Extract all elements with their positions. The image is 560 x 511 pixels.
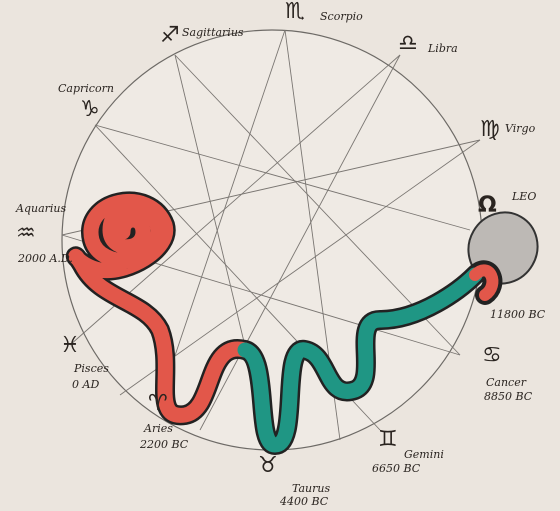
sign-name: Capricorn (58, 82, 114, 95)
zodiac-symbol: ♉ (258, 453, 278, 478)
sign-name: Virgo (505, 122, 536, 135)
zodiac-symbol: ♈ (148, 391, 168, 416)
sign-date: 8850 BC (484, 390, 533, 403)
sign-name: Pisces (73, 362, 109, 375)
zodiac-symbol: Ω (478, 193, 497, 218)
sign-name: Gemini (404, 448, 444, 461)
sign-name: Aries (143, 422, 173, 435)
sign-date: 6650 BC (372, 462, 421, 475)
sign-date: 11800 BC (490, 308, 546, 321)
sign-name: Cancer (486, 376, 527, 389)
zodiac-symbol: ♐ (160, 23, 180, 48)
sign-date: 2200 BC (139, 438, 189, 451)
zodiac-symbol: ♒ (16, 221, 36, 246)
zodiac-symbol: ♓ (60, 333, 80, 358)
sign-date: 2000 A.D. (17, 252, 73, 265)
sign-date: 0 AD (72, 378, 99, 391)
zodiac-symbol: ♎ (398, 31, 418, 56)
zodiac-symbol: ♊ (378, 427, 398, 452)
zodiac-symbol: ♍ (480, 117, 500, 142)
zodiac-symbol: ♏ (285, 0, 305, 24)
sign-name: Taurus (292, 482, 330, 495)
sign-name: Aquarius (15, 202, 66, 215)
sign-name: Libra (427, 42, 458, 55)
sign-name: Sagittarius (182, 26, 244, 39)
zodiac-symbol: ♑ (80, 97, 100, 122)
sign-name: LEO (511, 190, 536, 203)
diagram: ♏ Scorpio ♎ Libra ♍ Virgo Ω LEO 11800 BC ♋ Cancer8… (0, 0, 560, 511)
sign-name: Scorpio (320, 10, 363, 23)
zodiac-symbol: ♋ (482, 343, 502, 368)
sign-date: 4400 BC (279, 495, 329, 508)
